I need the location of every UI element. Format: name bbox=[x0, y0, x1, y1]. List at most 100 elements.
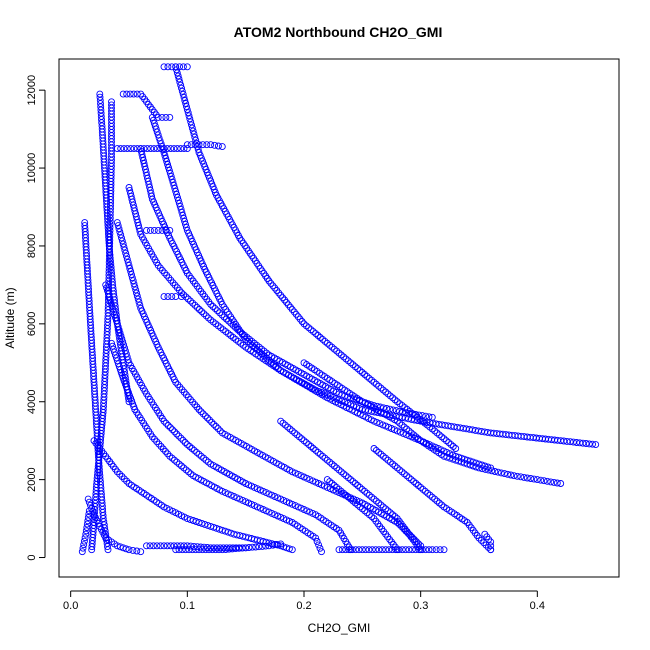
data-point bbox=[513, 472, 521, 480]
data-point bbox=[389, 511, 397, 519]
data-point bbox=[553, 479, 561, 487]
data-point bbox=[323, 339, 331, 347]
data-point bbox=[163, 158, 171, 165]
data-point bbox=[402, 546, 410, 554]
data-point bbox=[425, 413, 433, 421]
data-point bbox=[337, 487, 345, 495]
data-point bbox=[181, 97, 189, 104]
data-point bbox=[386, 458, 394, 466]
data-point bbox=[122, 545, 130, 553]
data-point bbox=[410, 431, 418, 439]
data-point bbox=[182, 466, 190, 474]
data-point bbox=[185, 468, 192, 476]
data-point bbox=[202, 312, 210, 320]
data-point bbox=[113, 320, 121, 328]
data-point bbox=[475, 464, 483, 472]
data-point bbox=[104, 287, 111, 295]
data-point bbox=[319, 452, 327, 460]
data-point bbox=[213, 307, 221, 315]
data-point bbox=[190, 446, 198, 454]
data-point bbox=[277, 417, 285, 425]
data-point bbox=[485, 466, 492, 474]
data-point bbox=[372, 546, 380, 554]
data-point bbox=[446, 454, 454, 462]
data-point bbox=[175, 460, 183, 468]
data-point bbox=[155, 440, 163, 448]
data-point bbox=[140, 145, 148, 153]
data-point bbox=[182, 100, 190, 107]
x-tick-label: 0.0 bbox=[63, 600, 78, 612]
data-point bbox=[358, 546, 366, 554]
data-point bbox=[194, 145, 202, 153]
data-point bbox=[173, 190, 181, 198]
data-point bbox=[284, 301, 292, 309]
data-point bbox=[180, 542, 188, 550]
data-point bbox=[222, 546, 230, 553]
data-point bbox=[121, 246, 129, 254]
data-point bbox=[161, 152, 169, 159]
data-point bbox=[195, 306, 203, 313]
y-axis-label: Altitude (m) bbox=[3, 287, 17, 348]
data-point bbox=[321, 454, 329, 462]
data-point bbox=[218, 546, 226, 554]
data-point bbox=[402, 409, 410, 417]
data-point bbox=[171, 184, 179, 192]
data-point bbox=[482, 541, 490, 549]
data-point bbox=[167, 172, 175, 180]
data-point bbox=[166, 169, 174, 177]
data-point bbox=[393, 464, 401, 472]
data-point bbox=[286, 425, 294, 433]
data-point bbox=[340, 489, 348, 497]
data-point bbox=[168, 293, 176, 301]
data-point bbox=[193, 303, 201, 311]
data-point bbox=[84, 517, 92, 525]
data-point bbox=[540, 477, 548, 485]
data-point bbox=[202, 456, 210, 464]
data-point bbox=[419, 485, 427, 493]
data-point bbox=[258, 542, 266, 550]
data-point bbox=[530, 475, 538, 483]
data-point bbox=[198, 308, 206, 316]
data-point bbox=[128, 271, 135, 279]
data-point bbox=[238, 544, 246, 552]
data-point bbox=[181, 439, 189, 446]
data-point bbox=[183, 145, 191, 153]
data-point bbox=[507, 471, 515, 479]
y-tick-label: 6000 bbox=[26, 312, 38, 336]
data-point bbox=[187, 118, 195, 126]
data-point bbox=[382, 388, 390, 396]
data-point bbox=[82, 530, 90, 538]
data-point bbox=[375, 448, 383, 456]
data-point bbox=[517, 473, 525, 481]
data-point bbox=[134, 295, 142, 303]
data-point bbox=[384, 456, 392, 464]
data-point bbox=[431, 495, 439, 503]
data-point bbox=[168, 63, 176, 71]
data-point bbox=[178, 289, 185, 297]
data-point bbox=[398, 421, 406, 429]
data-point bbox=[120, 341, 128, 349]
data-point bbox=[372, 380, 380, 388]
data-point bbox=[130, 90, 138, 98]
data-point bbox=[163, 145, 171, 153]
y-tick-label: 10000 bbox=[26, 153, 38, 184]
data-point bbox=[391, 513, 399, 521]
data-point bbox=[172, 187, 180, 195]
data-point bbox=[164, 422, 172, 429]
data-point bbox=[159, 445, 167, 453]
data-point bbox=[246, 340, 254, 348]
data-point bbox=[267, 279, 275, 287]
data-point bbox=[391, 396, 399, 404]
data-point bbox=[175, 199, 183, 207]
data-point bbox=[361, 507, 369, 515]
data-point bbox=[412, 480, 420, 487]
data-point bbox=[187, 542, 195, 550]
data-point bbox=[318, 548, 325, 556]
data-point bbox=[158, 226, 166, 234]
data-point bbox=[102, 281, 110, 289]
data-point bbox=[218, 143, 226, 151]
data-point bbox=[487, 542, 495, 550]
data-point bbox=[199, 141, 207, 149]
data-point bbox=[114, 323, 122, 331]
data-point bbox=[105, 293, 113, 301]
